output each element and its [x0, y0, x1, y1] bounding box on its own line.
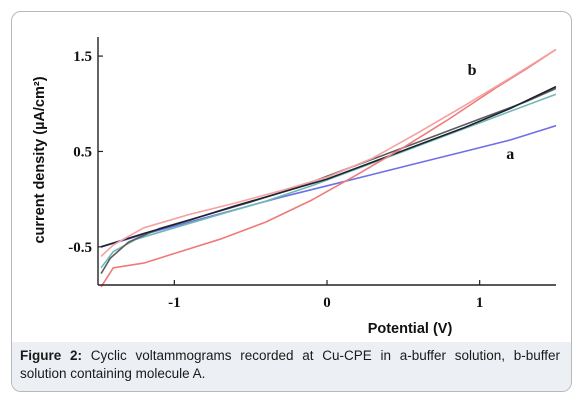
- x-tick-label: 0: [323, 295, 331, 311]
- curve-label-a: a: [506, 146, 514, 163]
- series-line-b-forward: [100, 48, 557, 288]
- y-tick-label: 0.5: [73, 144, 92, 160]
- x-tick-label: 1: [476, 295, 484, 311]
- series-line-black-forward: [100, 85, 557, 248]
- x-tick-label: -1: [168, 295, 181, 311]
- caption-band: [12, 342, 571, 391]
- curve-label-b: b: [468, 62, 477, 79]
- y-tick-label: -0.5: [68, 240, 92, 256]
- series-line-a-forward: [100, 124, 557, 248]
- figure-caption: Figure 2: Cyclic voltammograms recorded …: [20, 347, 560, 383]
- series-line-b-reverse: [100, 48, 557, 257]
- caption-text: Cyclic voltammograms recorded at Cu-CPE …: [20, 348, 560, 381]
- y-axis-label: current density (µA/cm²): [32, 76, 48, 243]
- figure-frame: [11, 11, 572, 392]
- series-line-gray-forward: [100, 87, 557, 275]
- series-line-cyan-forward: [100, 93, 557, 269]
- caption-label: Figure 2:: [20, 348, 82, 363]
- x-axis-label: Potential (V): [368, 321, 453, 337]
- y-tick-label: 1.5: [73, 49, 92, 65]
